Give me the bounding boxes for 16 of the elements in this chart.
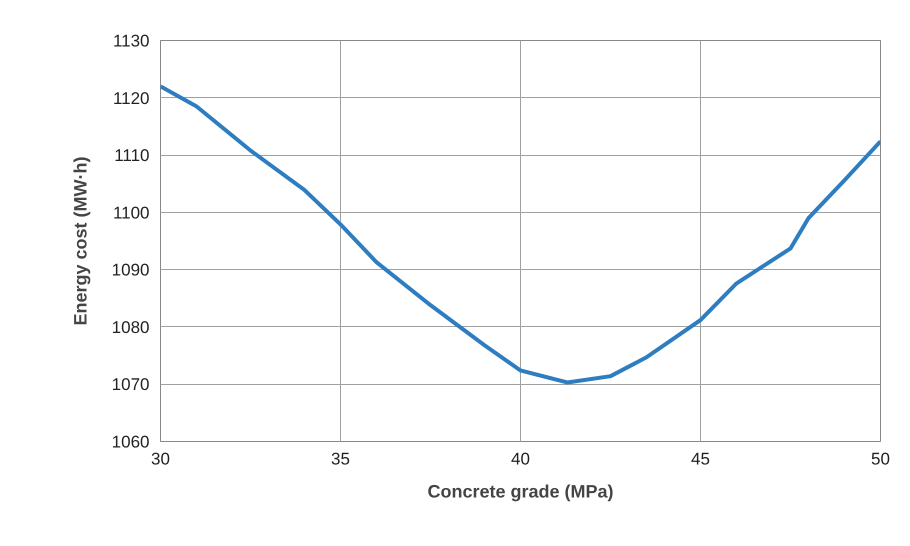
line-series — [160, 84, 880, 384]
y-tick-label: 1130 — [112, 32, 150, 50]
y-tick-label: 1060 — [112, 432, 150, 452]
y-tick-label: 1080 — [112, 318, 150, 337]
x-axis-title: Concrete grade (MPa) — [427, 482, 614, 502]
y-axis-title: Energy cost (MW·h) — [70, 156, 91, 326]
x-tick-label: 45 — [691, 450, 710, 468]
y-tick-label: 1100 — [112, 203, 150, 222]
y-tick-label: 1110 — [114, 146, 150, 166]
x-tick-label: 50 — [871, 450, 890, 468]
y-tick-label: 1070 — [112, 375, 150, 394]
y-tick-label: 1120 — [112, 88, 150, 108]
x-tick-label: 40 — [511, 450, 530, 468]
y-tick-label: 1090 — [112, 260, 150, 280]
x-tick-label: 30 — [151, 450, 170, 468]
x-tick-label: 35 — [331, 450, 350, 468]
